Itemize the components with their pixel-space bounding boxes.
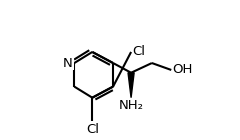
Text: OH: OH xyxy=(173,63,193,76)
Polygon shape xyxy=(128,73,134,98)
Text: NH₂: NH₂ xyxy=(119,99,144,112)
Text: N: N xyxy=(63,57,73,70)
Text: Cl: Cl xyxy=(132,46,145,59)
Text: Cl: Cl xyxy=(86,123,99,136)
